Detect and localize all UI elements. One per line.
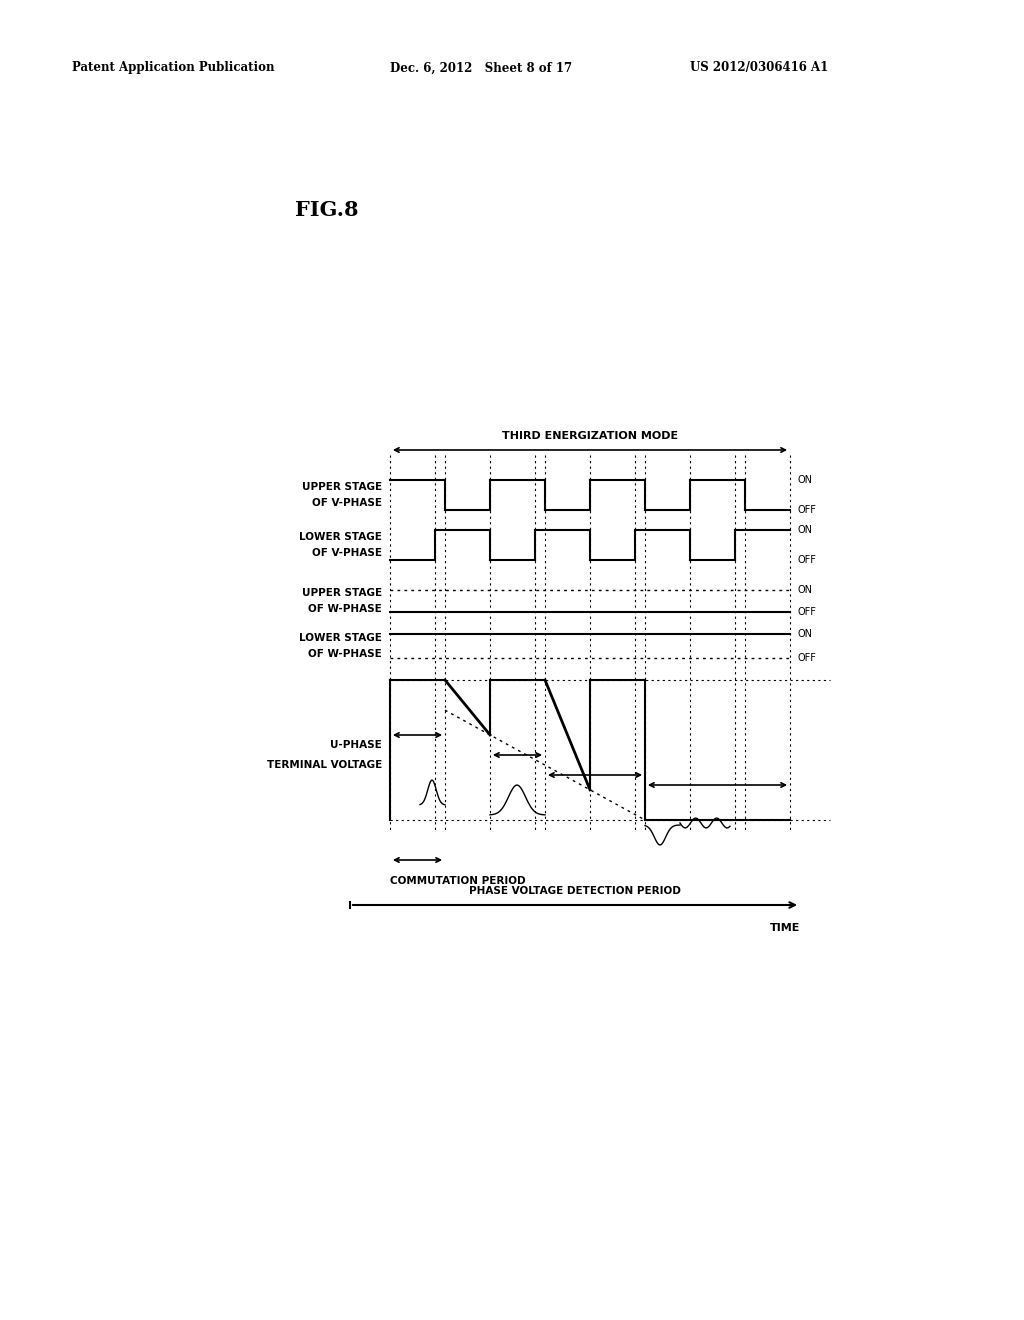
Text: LOWER STAGE: LOWER STAGE <box>299 634 382 643</box>
Text: OF V-PHASE: OF V-PHASE <box>312 498 382 508</box>
Text: OFF: OFF <box>798 506 817 515</box>
Text: OFF: OFF <box>798 554 817 565</box>
Text: COMMUTATION PERIOD: COMMUTATION PERIOD <box>390 876 525 886</box>
Text: US 2012/0306416 A1: US 2012/0306416 A1 <box>690 62 828 74</box>
Text: OFF: OFF <box>798 607 817 616</box>
Text: OF W-PHASE: OF W-PHASE <box>308 605 382 614</box>
Text: ON: ON <box>798 630 813 639</box>
Text: Dec. 6, 2012   Sheet 8 of 17: Dec. 6, 2012 Sheet 8 of 17 <box>390 62 572 74</box>
Text: FIG.8: FIG.8 <box>295 201 358 220</box>
Text: UPPER STAGE: UPPER STAGE <box>302 587 382 598</box>
Text: Patent Application Publication: Patent Application Publication <box>72 62 274 74</box>
Text: ON: ON <box>798 585 813 595</box>
Text: ON: ON <box>798 475 813 484</box>
Text: THIRD ENERGIZATION MODE: THIRD ENERGIZATION MODE <box>502 432 678 441</box>
Text: ON: ON <box>798 525 813 535</box>
Text: TERMINAL VOLTAGE: TERMINAL VOLTAGE <box>266 760 382 770</box>
Text: OFF: OFF <box>798 653 817 663</box>
Text: OF W-PHASE: OF W-PHASE <box>308 649 382 659</box>
Text: TIME: TIME <box>770 923 800 933</box>
Text: UPPER STAGE: UPPER STAGE <box>302 482 382 492</box>
Text: PHASE VOLTAGE DETECTION PERIOD: PHASE VOLTAGE DETECTION PERIOD <box>469 886 681 896</box>
Text: OF V-PHASE: OF V-PHASE <box>312 548 382 558</box>
Text: U-PHASE: U-PHASE <box>331 741 382 750</box>
Text: LOWER STAGE: LOWER STAGE <box>299 532 382 543</box>
